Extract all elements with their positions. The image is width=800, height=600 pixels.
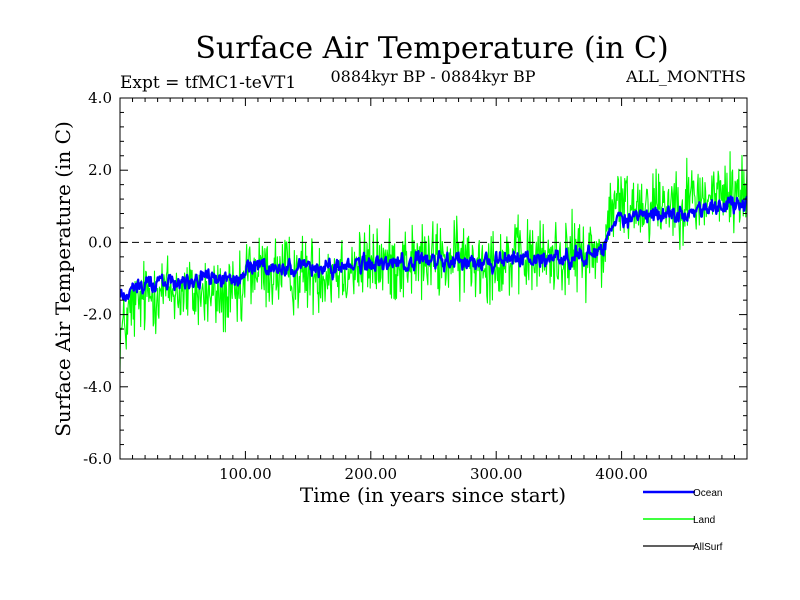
- legend-label-land: Land: [693, 515, 715, 526]
- chart-subtitle-left: Expt = tfMC1-teVT1: [120, 73, 296, 93]
- y-tick-label: 2.0: [88, 161, 112, 179]
- x-tick-label: 400.00: [595, 465, 648, 483]
- series-line-ocean: [120, 195, 747, 302]
- chart-title: Surface Air Temperature (in C): [195, 31, 668, 66]
- x-tick-label: 100.00: [219, 465, 272, 483]
- axis-tick-labels: 100.00 200.00 300.00 400.00 4.0 2.0 0.0 -2.0 -4.…: [83, 89, 648, 483]
- chart-subtitle-center: 0884kyr BP - 0884kyr BP: [331, 67, 536, 86]
- legend: Ocean Land AllSurf: [643, 488, 723, 553]
- y-tick-label: 0.0: [88, 233, 112, 251]
- y-tick-label: -6.0: [83, 450, 112, 468]
- series-line-land: [120, 151, 747, 372]
- series-layer: [120, 151, 747, 372]
- x-tick-label: 300.00: [470, 465, 523, 483]
- x-tick-label: 200.00: [345, 465, 398, 483]
- legend-label-ocean: Ocean: [693, 488, 722, 499]
- y-tick-label: -2.0: [83, 306, 112, 324]
- legend-label-allsurf: AllSurf: [693, 542, 723, 553]
- y-axis-label: Surface Air Temperature (in C): [51, 121, 75, 437]
- axis-ticks: [120, 97, 747, 460]
- y-tick-label: -4.0: [83, 378, 112, 396]
- x-axis-label: Time (in years since start): [300, 483, 566, 507]
- chart-subtitle-right: ALL_MONTHS: [625, 67, 746, 86]
- y-tick-label: 4.0: [88, 89, 112, 107]
